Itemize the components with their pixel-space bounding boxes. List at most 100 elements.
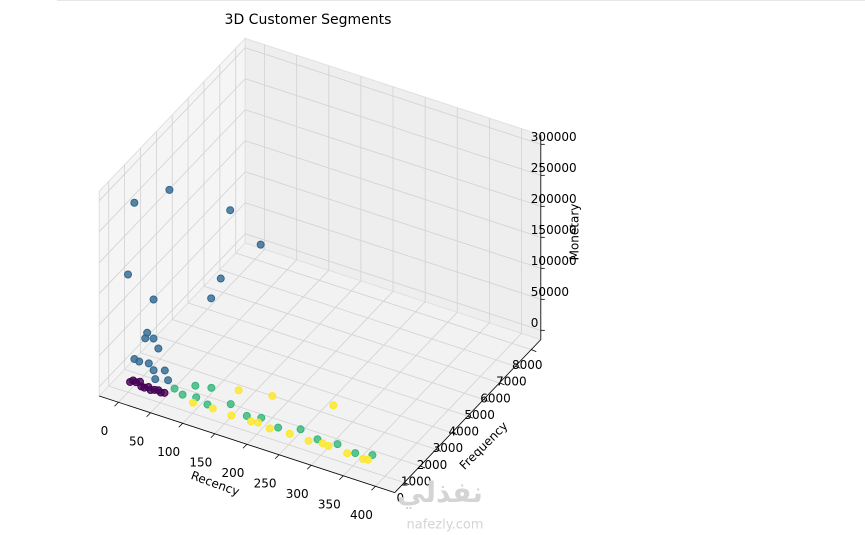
data-point [247,417,256,426]
data-point [130,355,139,364]
data-point [146,385,155,394]
y-tick [483,399,489,402]
data-point [149,366,158,375]
grid-line [98,78,246,232]
data-point [313,435,322,444]
data-point [256,240,265,249]
grid-line [245,202,541,300]
x-tick-label: 350 [318,497,341,511]
y-tick-label: 7000 [496,375,527,389]
x-tick-label: 0 [101,424,109,438]
data-point [274,423,283,432]
data-point [254,418,263,427]
data-point [226,400,235,409]
grid-line [245,47,541,145]
data-point [189,398,198,407]
data-point [191,381,200,390]
z-tick-label: 50000 [531,285,569,299]
data-point [265,424,274,433]
data-point [242,411,251,420]
grid-line [108,385,405,483]
data-point [343,449,352,458]
data-point [296,425,305,434]
grid-line [245,109,541,207]
grid-line [245,233,541,331]
watermark-logo: نفذلي [397,476,483,509]
x-tick [114,401,119,407]
data-point [207,294,216,303]
data-point [160,366,169,375]
grid-line [219,269,516,367]
grid-line [98,233,246,387]
data-point [165,185,174,194]
data-point [141,334,150,343]
data-point [207,383,216,392]
x-tick-label: 100 [157,445,180,459]
grid-line [187,302,484,400]
grid-line [245,171,541,269]
data-point [130,198,139,207]
x-tick [371,485,376,491]
z-tick-label: 150000 [531,223,577,237]
y-tick-label: 0 [396,491,404,505]
y-tick-label: 1000 [401,474,432,488]
chart-title: 3D Customer Segments [225,12,392,28]
watermark-site: nafezly.com [407,518,484,533]
grid-line [235,252,532,350]
data-point [304,436,313,445]
data-point [170,384,179,393]
x-tick-label: 250 [254,476,277,490]
z-tick-label: 250000 [531,161,577,175]
x-tick [242,443,248,449]
y-tick-label: 8000 [512,358,543,372]
grid-line [98,202,246,356]
grid-line [245,78,541,176]
y-tick-label: 4000 [449,425,480,439]
data-point [234,386,243,395]
y-tick-label: 2000 [417,458,448,472]
data-point [285,429,294,438]
data-point [154,344,163,353]
grid-line [203,285,500,384]
data-point [149,334,158,343]
x-tick-label: 300 [286,487,309,501]
data-point [178,390,187,399]
data-point [363,455,372,464]
grid-line [98,171,246,325]
data-point [216,274,225,283]
y-tick [435,448,442,452]
data-point [164,376,173,385]
x-tick [339,475,344,481]
z-axis-label: Monetary [568,204,582,261]
grid-line [98,140,246,294]
y-tick-label: 6000 [480,391,511,405]
x-tick-label: 50 [129,434,144,448]
data-point [144,359,153,368]
data-point [151,375,160,384]
y-tick [467,415,473,419]
grid-line [98,47,246,201]
x-tick [306,464,312,470]
data-point [160,388,169,397]
x-tick-label: 400 [350,508,373,522]
y-tick-label: 3000 [433,441,464,455]
y-tick [499,382,505,386]
x-tick [178,422,184,428]
y-tick [515,365,521,369]
data-point [129,376,138,385]
grid-line [98,109,246,263]
y-tick [451,432,458,436]
data-point [329,401,338,410]
y-tick [420,465,426,469]
grid-line [245,140,541,238]
z-tick-label: 300000 [531,130,577,144]
y-tick [531,349,537,352]
data-point [203,400,212,409]
x-tick [210,433,216,439]
z-tick-label: 100000 [531,254,577,268]
x-tick-label: 200 [222,466,245,480]
x-tick-label: 150 [189,455,212,469]
data-point [208,404,217,413]
grid-line [140,352,437,450]
